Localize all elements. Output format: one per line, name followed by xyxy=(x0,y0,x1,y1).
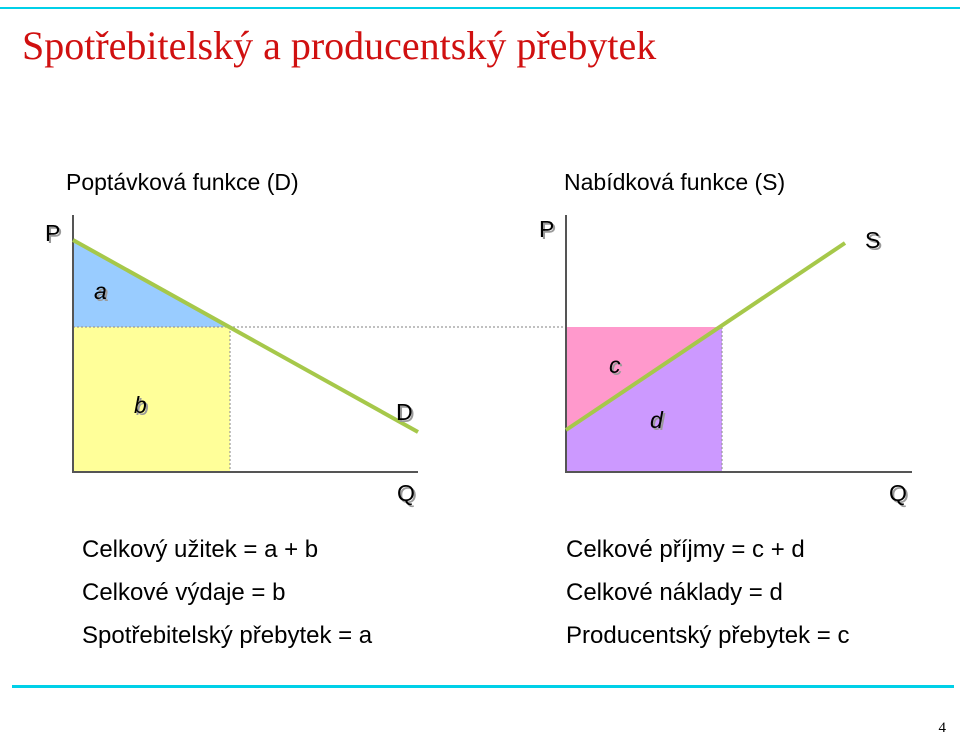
consumer-surplus-text: Spotřebitelský přebytek = a xyxy=(82,622,373,649)
page-number: 4 xyxy=(938,720,947,736)
area-d-label: d xyxy=(650,407,664,433)
svg-text:S: S xyxy=(867,229,882,255)
area-d xyxy=(566,327,722,472)
total-revenue-text: Celkové příjmy = c + d xyxy=(566,536,805,563)
demand-x-label: Q xyxy=(397,480,415,506)
demand-y-label: P xyxy=(45,220,60,246)
supply-graph: Nabídková funkce (S) P P S S c c d d Q Q xyxy=(539,169,912,508)
demand-caption: Poptávková funkce (D) xyxy=(66,169,299,195)
total-utility-text: Celkový užitek = a + b xyxy=(82,536,319,563)
producer-surplus-text: Producentský přebytek = c xyxy=(566,622,850,649)
svg-text:P: P xyxy=(47,222,62,248)
svg-text:P: P xyxy=(541,218,556,244)
supply-curve xyxy=(564,241,847,432)
svg-text:Q: Q xyxy=(399,482,417,508)
area-c-label: c xyxy=(609,352,621,378)
svg-text:Q: Q xyxy=(891,482,909,508)
svg-text:a: a xyxy=(96,280,109,306)
slide-title: Spotřebitelský a producentský přebytek xyxy=(22,23,657,68)
demand-curve-label: D xyxy=(396,399,413,425)
svg-text:c: c xyxy=(611,354,623,380)
svg-text:d: d xyxy=(652,409,666,435)
svg-text:b: b xyxy=(136,394,149,420)
total-cost-text: Celkové náklady = d xyxy=(566,579,783,606)
svg-text:D: D xyxy=(398,401,415,427)
supply-curve-label: S xyxy=(865,227,880,253)
demand-curve xyxy=(72,238,419,434)
area-a-label: a xyxy=(94,278,107,304)
top-decoration xyxy=(0,7,960,9)
area-b-label: b xyxy=(134,392,147,418)
total-expenditure-text: Celkové výdaje = b xyxy=(82,579,286,606)
area-b xyxy=(73,327,230,472)
demand-graph: Poptávková funkce (D) P P a a b b D D Q … xyxy=(45,169,563,508)
supply-caption: Nabídková funkce (S) xyxy=(564,169,785,195)
supply-x-label: Q xyxy=(889,480,907,506)
supply-y-label: P xyxy=(539,216,554,242)
bottom-divider xyxy=(12,685,954,688)
